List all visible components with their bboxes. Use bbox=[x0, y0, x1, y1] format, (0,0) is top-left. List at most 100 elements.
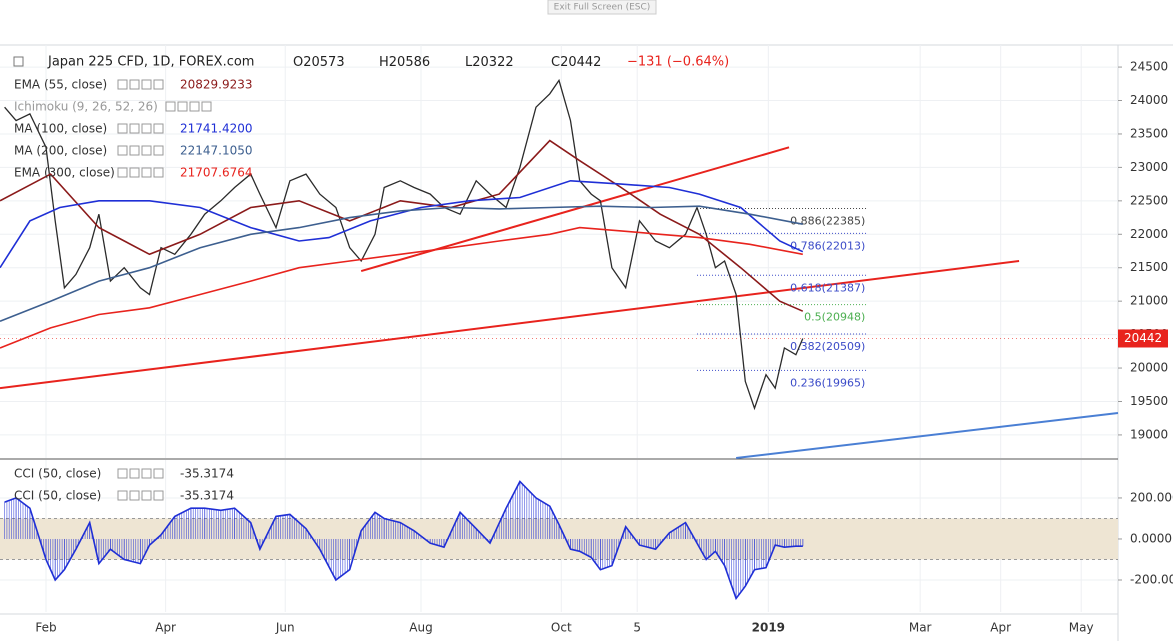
legend-icon bbox=[141, 490, 152, 501]
legend-icon bbox=[129, 490, 140, 501]
x-tick-label: 5 bbox=[633, 621, 641, 635]
legend-icon bbox=[153, 123, 164, 134]
legend-icon bbox=[153, 79, 164, 90]
legend-icon bbox=[129, 79, 140, 90]
legend-icon bbox=[141, 123, 152, 134]
last-price-label: 20442 bbox=[1124, 331, 1162, 345]
legend-icon bbox=[129, 468, 140, 479]
legend-icon bbox=[153, 468, 164, 479]
y-tick-label: 19500 bbox=[1130, 394, 1168, 408]
legend-icon bbox=[141, 468, 152, 479]
legend-icon bbox=[117, 468, 128, 479]
y-tick-label: 0.0000 bbox=[1130, 531, 1172, 545]
legend-icon bbox=[117, 490, 128, 501]
x-tick-label: Feb bbox=[35, 621, 56, 635]
y-tick-label: 21000 bbox=[1130, 294, 1168, 308]
legend-icon bbox=[129, 167, 140, 178]
y-tick-label: 19000 bbox=[1130, 427, 1168, 441]
ohlc-key: H bbox=[379, 55, 389, 70]
y-tick-label: 21500 bbox=[1130, 260, 1168, 274]
legend-icon bbox=[117, 167, 128, 178]
ohlc-label: L20322 bbox=[465, 55, 514, 70]
price-line bbox=[4, 78, 804, 411]
legend-value: 22147.1050 bbox=[180, 144, 253, 158]
x-tick-label: May bbox=[1069, 621, 1094, 635]
x-tick-label: Apr bbox=[990, 621, 1011, 635]
legend-icon bbox=[153, 167, 164, 178]
ohlc-key: L bbox=[465, 55, 473, 70]
y-tick-label: 23500 bbox=[1130, 126, 1168, 140]
symbol-title: Japan 225 CFD, 1D, FOREX.com bbox=[47, 55, 254, 70]
x-tick-label: Mar bbox=[909, 621, 932, 635]
exit-button[interactable] bbox=[547, 0, 657, 15]
y-tick-label: 22500 bbox=[1130, 193, 1168, 207]
ohlc-value: 20573 bbox=[303, 55, 344, 70]
collapse-icon bbox=[13, 56, 24, 67]
legend-value: -35.3174 bbox=[180, 467, 234, 481]
legend-icon bbox=[129, 145, 140, 156]
legend-icon bbox=[141, 167, 152, 178]
legend: Japan 225 CFD, 1D, FOREX.com O20573 H20586… bbox=[13, 55, 729, 503]
legend-value: 21707.6764 bbox=[180, 166, 253, 180]
exit-button-label[interactable]: Exit Full Screen (ESC) bbox=[554, 3, 651, 13]
fib-label: 0.618(21387) bbox=[790, 281, 865, 294]
trendline bbox=[736, 411, 1119, 459]
indicator-line bbox=[0, 139, 804, 312]
y-tick-label: 24000 bbox=[1130, 93, 1168, 107]
legend-icon bbox=[153, 490, 164, 501]
fib-label: 0.382(20509) bbox=[790, 340, 865, 353]
fib-label: 0.786(22013) bbox=[790, 239, 865, 252]
legend-icon bbox=[189, 101, 200, 112]
legend-icon bbox=[141, 79, 152, 90]
ohlc-label: O20573 bbox=[293, 55, 345, 70]
x-tick-label: Jun bbox=[275, 621, 295, 635]
plot: 0.886(22385) 0.786(22013) 0.618(21387) 0.5(… bbox=[0, 78, 1168, 601]
ohlc-value: 20322 bbox=[472, 55, 513, 70]
legend-icon bbox=[117, 79, 128, 90]
ohlc-label: C20442 bbox=[551, 55, 601, 70]
ohlc-key: O bbox=[293, 55, 303, 70]
ohlc-key: C bbox=[551, 55, 560, 70]
legend-name: Ichimoku (9, 26, 52, 26) bbox=[14, 100, 158, 114]
indicator-line bbox=[0, 226, 803, 349]
trendline bbox=[0, 260, 1020, 390]
change-label: −131 (−0.64%) bbox=[627, 55, 729, 70]
fib-label: 0.236(19965) bbox=[790, 376, 865, 389]
ohlc-value: 20586 bbox=[389, 55, 430, 70]
legend-name: CCI (50, close) bbox=[14, 489, 101, 503]
y-tick-label: 22000 bbox=[1130, 227, 1168, 241]
ohlc-value: 20442 bbox=[560, 55, 601, 70]
y-tick-label: 200.0000 bbox=[1130, 490, 1173, 504]
last-price-box bbox=[1118, 329, 1168, 348]
legend-name: MA (100, close) bbox=[14, 122, 107, 136]
legend-icon bbox=[177, 101, 188, 112]
x-tick-label: Aug bbox=[409, 621, 432, 635]
legend-icon bbox=[153, 145, 164, 156]
legend-icon bbox=[165, 101, 176, 112]
y-tick-label: 23000 bbox=[1130, 160, 1168, 174]
legend-name: EMA (55, close) bbox=[14, 78, 107, 92]
x-tick-label: 2019 bbox=[752, 621, 785, 635]
y-tick-label: 24500 bbox=[1130, 60, 1168, 74]
fib-label: 0.886(22385) bbox=[790, 215, 865, 228]
y-tick-label: 20000 bbox=[1130, 361, 1168, 375]
x-tick-label: Oct bbox=[551, 621, 572, 635]
fib-label: 0.5(20948) bbox=[804, 311, 865, 324]
ohlc-label: H20586 bbox=[379, 55, 430, 70]
legend-icon bbox=[201, 101, 212, 112]
legend-icon bbox=[129, 123, 140, 134]
legend-value: -35.3174 bbox=[180, 489, 234, 503]
y-tick-label: -200.0000 bbox=[1130, 573, 1173, 587]
legend-value: 21741.4200 bbox=[180, 122, 253, 136]
legend-name: CCI (50, close) bbox=[14, 467, 101, 481]
legend-icon bbox=[117, 123, 128, 134]
legend-icon bbox=[117, 145, 128, 156]
legend-name: MA (200, close) bbox=[14, 144, 107, 158]
indicator-line bbox=[0, 205, 803, 322]
legend-value: 20829.9233 bbox=[180, 78, 253, 92]
indicator-line bbox=[0, 179, 804, 269]
x-tick-label: Apr bbox=[155, 621, 176, 635]
legend-name: EMA (300, close) bbox=[14, 166, 115, 180]
cci-line bbox=[4, 480, 803, 601]
